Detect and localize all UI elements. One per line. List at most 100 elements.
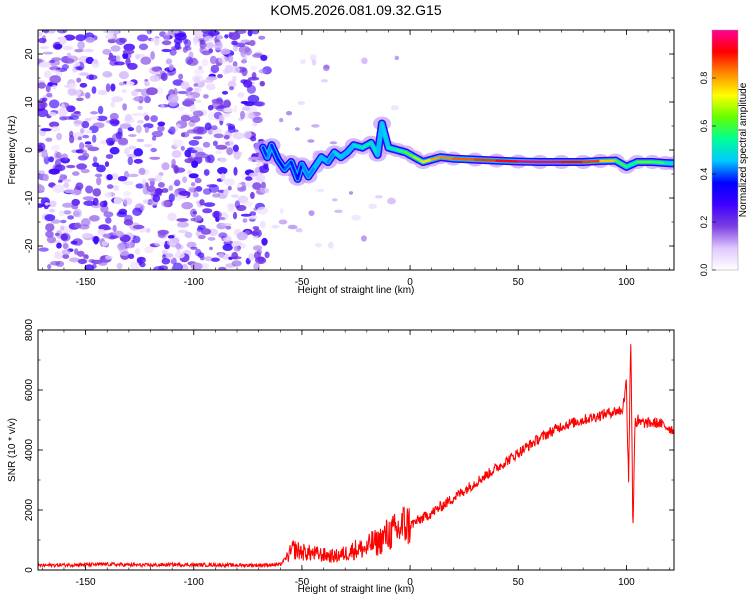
noise-blob [124, 147, 131, 155]
noise-blob [122, 103, 127, 111]
noise-blob [127, 62, 138, 70]
noise-blob [151, 135, 157, 141]
noise-blob [211, 210, 222, 219]
noise-blob [188, 139, 200, 146]
noise-blob [143, 144, 153, 148]
noise-blob [83, 48, 94, 53]
noise-blob [85, 144, 93, 148]
noise-blob [190, 208, 197, 218]
noise-blob [247, 215, 258, 220]
spectrogram-y-tick-label: 0 [24, 147, 35, 153]
noise-blob [193, 39, 198, 46]
noise-blob [201, 50, 211, 56]
noise-blob [110, 45, 121, 52]
spectrogram-x-tick-label: 100 [618, 277, 635, 288]
noise-blob [232, 46, 238, 52]
noise-blob [128, 253, 135, 259]
noise-blob [228, 32, 241, 41]
noise-blob [44, 214, 56, 222]
noise-blob [230, 194, 239, 198]
noise-blob [69, 257, 81, 263]
noise-blob [66, 164, 76, 169]
noise-blob [187, 94, 194, 99]
noise-blob [230, 65, 241, 74]
noise-blob [51, 69, 61, 74]
noise-blob [193, 69, 205, 75]
noise-blob [209, 55, 217, 65]
noise-blob [202, 141, 211, 148]
noise-blob [218, 114, 224, 121]
noise-blob [114, 61, 125, 66]
noise-blob [51, 84, 57, 90]
noise-blob [133, 95, 146, 102]
noise-blob [307, 139, 315, 143]
colorbar-frame [711, 29, 739, 271]
noise-blob [243, 201, 254, 207]
noise-blob [192, 191, 199, 198]
noise-blob [81, 120, 90, 129]
noise-blob [227, 206, 236, 213]
snr-y-axis-label: SNR (10 * v/v) [7, 418, 18, 482]
noise-blob [190, 246, 198, 250]
spectrogram-x-tick-label: 0 [407, 277, 413, 288]
trace-core [276, 158, 286, 171]
noise-blob [96, 115, 108, 122]
noise-blob [180, 145, 185, 151]
noise-blob [231, 251, 239, 260]
noise-blob [145, 228, 151, 233]
noise-blob [153, 266, 165, 270]
noise-blob [246, 84, 256, 94]
noise-blob [157, 229, 169, 235]
snr-y-tick-label: 4000 [24, 438, 35, 461]
noise-blob [206, 76, 218, 81]
noise-blob [216, 217, 226, 220]
colorbar-gradient [712, 30, 738, 270]
colorbar-tick-label: 0.6 [699, 120, 709, 133]
noise-blob [253, 262, 260, 270]
noise-blob [213, 133, 224, 139]
noise-blob [216, 35, 223, 40]
noise-blob [40, 101, 48, 108]
noise-blob [176, 218, 189, 222]
noise-blob [48, 112, 57, 117]
noise-blob [184, 158, 195, 164]
noise-blob [133, 148, 144, 157]
noise-blob [220, 48, 231, 55]
noise-blob [41, 150, 48, 159]
snr-panel: -150 -100 -50 0 50 100 0 2000 4000 6000 8000 Heigh… [7, 318, 675, 595]
noise-blob [195, 230, 201, 237]
snr-y-tick-label: 2000 [24, 498, 35, 521]
trace-core [651, 160, 667, 165]
noise-blob [192, 136, 203, 140]
noise-blob [48, 168, 60, 175]
trace-core [289, 160, 299, 181]
trace-core [346, 143, 356, 154]
noise-blob [199, 199, 205, 206]
trace-core [387, 146, 399, 152]
noise-blob [161, 258, 171, 265]
noise-blob [260, 181, 266, 190]
noise-blob [172, 139, 184, 148]
noise-blob [73, 120, 83, 125]
noise-blob [85, 185, 94, 194]
noise-blob [135, 124, 142, 134]
noise-blob [106, 174, 113, 181]
noise-blob [83, 254, 89, 260]
noise-blob [322, 64, 330, 72]
noise-blob [332, 198, 338, 202]
noise-blob [96, 164, 106, 173]
noise-blob [123, 116, 135, 124]
noise-blob [205, 83, 216, 91]
noise-blob [144, 246, 154, 254]
noise-blob [251, 30, 260, 35]
noise-blob [38, 203, 44, 208]
noise-blob [195, 152, 202, 158]
noise-blob [118, 208, 128, 215]
noise-blob [96, 176, 102, 186]
noise-blob [151, 66, 161, 72]
colorbar-tick-label: 0.4 [699, 168, 709, 181]
noise-blob [125, 241, 135, 249]
noise-blob [223, 178, 235, 186]
noise-blob [232, 61, 238, 68]
